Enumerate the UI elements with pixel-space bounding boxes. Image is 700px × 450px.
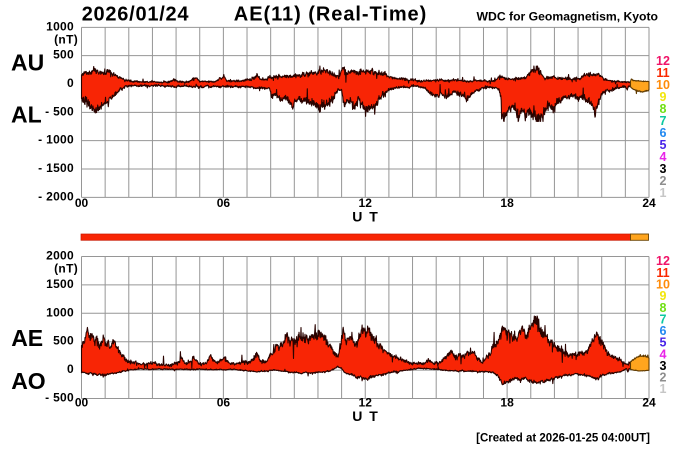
svg-text:- 500: - 500 xyxy=(45,391,74,405)
svg-text:2: 2 xyxy=(660,371,667,385)
svg-text:8: 8 xyxy=(660,102,667,116)
svg-text:06: 06 xyxy=(217,396,231,410)
svg-text:1: 1 xyxy=(660,382,667,396)
svg-text:1: 1 xyxy=(660,186,667,200)
svg-text:18: 18 xyxy=(500,196,514,210)
svg-text:4: 4 xyxy=(660,347,667,361)
svg-text:6: 6 xyxy=(660,324,667,338)
svg-text:1000: 1000 xyxy=(46,19,74,33)
svg-text:24: 24 xyxy=(642,196,656,210)
svg-text:3: 3 xyxy=(660,359,667,373)
svg-text:- 1500: - 1500 xyxy=(38,161,74,175)
svg-text:WDC for Geomagnetism, Kyoto: WDC for Geomagnetism, Kyoto xyxy=(477,10,658,24)
svg-text:12: 12 xyxy=(656,54,670,68)
svg-text:5: 5 xyxy=(660,336,667,350)
svg-text:AO: AO xyxy=(11,368,46,394)
svg-text:U T: U T xyxy=(352,209,379,225)
svg-text:- 500: - 500 xyxy=(45,104,74,118)
svg-text:AU: AU xyxy=(11,50,44,76)
svg-text:06: 06 xyxy=(217,196,231,210)
svg-text:3: 3 xyxy=(660,162,667,176)
svg-text:(nT): (nT) xyxy=(54,32,78,46)
svg-text:1000: 1000 xyxy=(46,305,74,319)
svg-text:500: 500 xyxy=(53,334,74,348)
svg-text:12: 12 xyxy=(359,196,373,210)
svg-text:5: 5 xyxy=(660,138,667,152)
svg-text:- 2000: - 2000 xyxy=(38,189,74,203)
svg-text:12: 12 xyxy=(359,396,373,410)
svg-text:4: 4 xyxy=(660,150,667,164)
svg-text:9: 9 xyxy=(660,90,667,104)
svg-text:AL: AL xyxy=(11,102,42,128)
svg-text:24: 24 xyxy=(642,396,656,410)
svg-text:11: 11 xyxy=(656,66,669,80)
svg-text:AE(11) (Real-Time): AE(11) (Real-Time) xyxy=(234,4,427,26)
svg-text:00: 00 xyxy=(75,396,89,410)
svg-text:12: 12 xyxy=(656,254,670,268)
svg-text:2026/01/24: 2026/01/24 xyxy=(82,4,190,26)
svg-text:(nT): (nT) xyxy=(54,262,78,276)
svg-text:500: 500 xyxy=(53,48,74,62)
svg-text:7: 7 xyxy=(660,114,667,128)
svg-text:6: 6 xyxy=(660,126,667,140)
svg-text:U T: U T xyxy=(352,408,379,424)
svg-text:10: 10 xyxy=(656,278,670,292)
svg-text:- 1000: - 1000 xyxy=(38,133,74,147)
svg-text:18: 18 xyxy=(500,396,514,410)
svg-text:2000: 2000 xyxy=(46,249,74,263)
svg-text:0: 0 xyxy=(67,76,74,90)
svg-text:[Created at 2026-01-25 04:00UT: [Created at 2026-01-25 04:00UT] xyxy=(476,433,650,445)
svg-text:1500: 1500 xyxy=(46,277,74,291)
svg-text:11: 11 xyxy=(656,266,669,280)
svg-text:7: 7 xyxy=(660,312,667,326)
svg-text:2: 2 xyxy=(660,174,667,188)
svg-text:AE: AE xyxy=(11,325,43,351)
svg-text:00: 00 xyxy=(75,196,89,210)
svg-text:0: 0 xyxy=(67,362,74,376)
svg-text:10: 10 xyxy=(656,78,670,92)
svg-text:8: 8 xyxy=(660,301,667,315)
svg-text:9: 9 xyxy=(660,289,667,303)
